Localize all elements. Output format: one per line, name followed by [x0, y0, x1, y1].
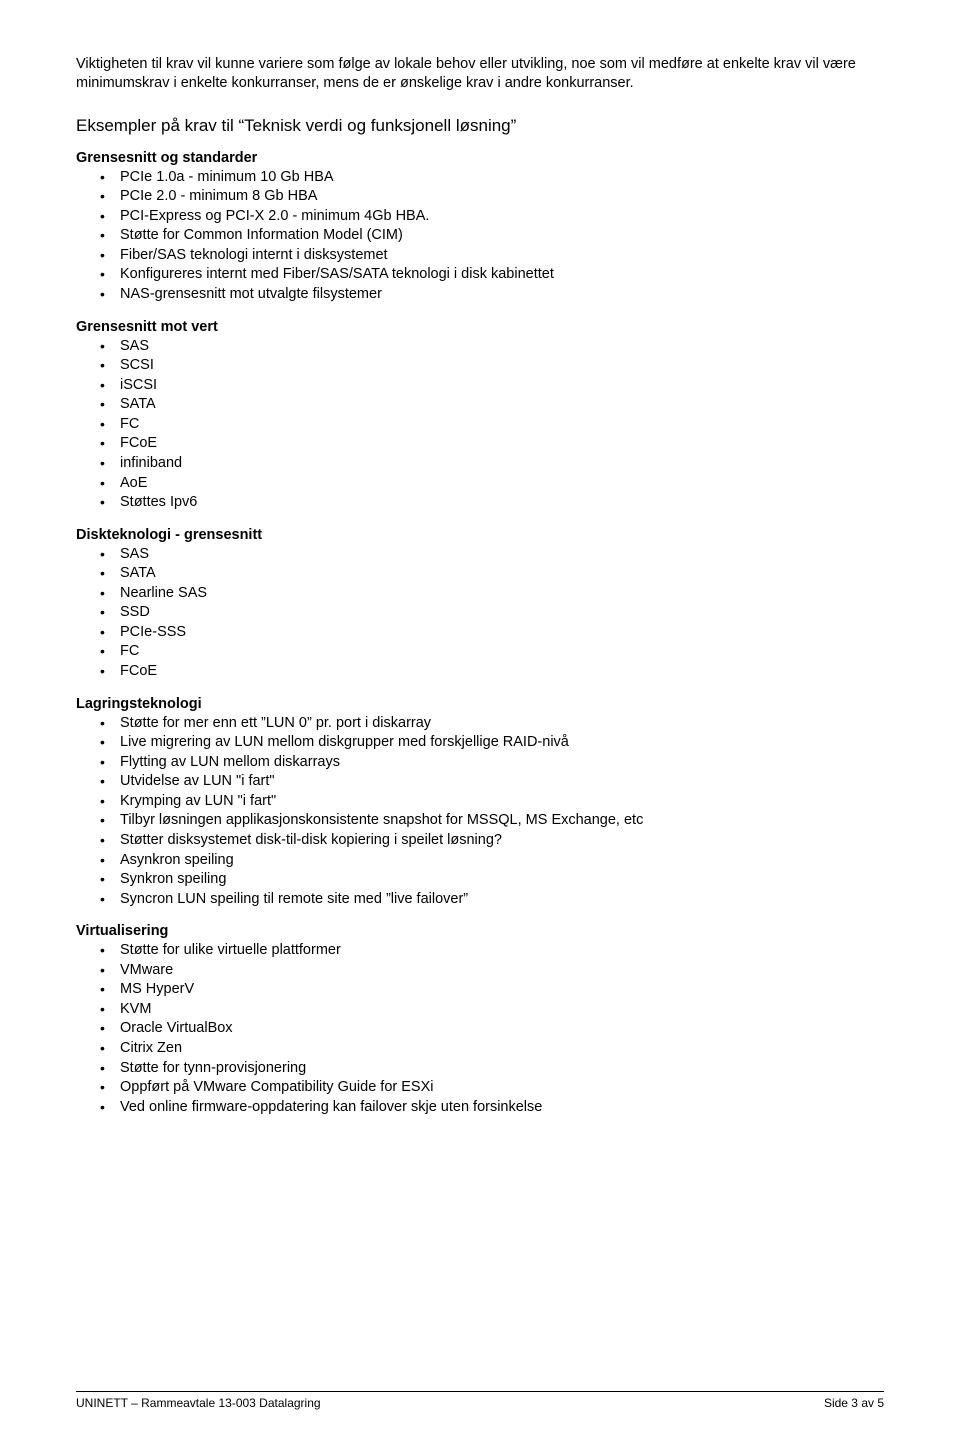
list-item: Støtte for tynn-provisjonering	[120, 1059, 884, 1079]
list-item: PCIe-SSS	[120, 623, 884, 643]
list-item: Flytting av LUN mellom diskarrays	[120, 753, 884, 773]
list-item: SSD	[120, 603, 884, 623]
list-item: Live migrering av LUN mellom diskgrupper…	[120, 733, 884, 753]
list-item: Tilbyr løsningen applikasjonskonsistente…	[120, 811, 884, 831]
list-diskteknologi: SAS SATA Nearline SAS SSD PCIe-SSS FC FC…	[76, 545, 884, 682]
list-item: Støtter disksystemet disk-til-disk kopie…	[120, 831, 884, 851]
list-item: Støtte for mer enn ett ”LUN 0” pr. port …	[120, 714, 884, 734]
list-item: FC	[120, 642, 884, 662]
list-item: Nearline SAS	[120, 584, 884, 604]
list-item: Støtte for ulike virtuelle plattformer	[120, 941, 884, 961]
footer-left: UNINETT – Rammeavtale 13-003 Datalagring	[76, 1396, 321, 1410]
list-virtualisering: Støtte for ulike virtuelle plattformer V…	[76, 941, 884, 1117]
list-item: Fiber/SAS teknologi internt i disksystem…	[120, 246, 884, 266]
list-item: FCoE	[120, 662, 884, 682]
list-item: NAS-grensesnitt mot utvalgte filsystemer	[120, 285, 884, 305]
list-lagringsteknologi: Støtte for mer enn ett ”LUN 0” pr. port …	[76, 714, 884, 910]
list-item: SCSI	[120, 356, 884, 376]
heading-lagringsteknologi: Lagringsteknologi	[76, 696, 884, 712]
footer-right: Side 3 av 5	[824, 1396, 884, 1410]
list-item: Oppført på VMware Compatibility Guide fo…	[120, 1078, 884, 1098]
list-item: Asynkron speiling	[120, 851, 884, 871]
list-grensesnitt-vert: SAS SCSI iSCSI SATA FC FCoE infiniband A…	[76, 337, 884, 513]
list-item: Støtte for Common Information Model (CIM…	[120, 226, 884, 246]
list-item: Citrix Zen	[120, 1039, 884, 1059]
list-item: MS HyperV	[120, 980, 884, 1000]
list-item: SATA	[120, 564, 884, 584]
list-item: PCIe 1.0a - minimum 10 Gb HBA	[120, 168, 884, 188]
heading-diskteknologi: Diskteknologi - grensesnitt	[76, 527, 884, 543]
list-item: FC	[120, 415, 884, 435]
list-item: FCoE	[120, 434, 884, 454]
list-item: PCIe 2.0 - minimum 8 Gb HBA	[120, 187, 884, 207]
heading-virtualisering: Virtualisering	[76, 923, 884, 939]
list-item: PCI-Express og PCI-X 2.0 - minimum 4Gb H…	[120, 207, 884, 227]
section-title: Eksempler på krav til “Teknisk verdi og …	[76, 116, 884, 136]
list-item: Synkron speiling	[120, 870, 884, 890]
list-item: Ved online firmware-oppdatering kan fail…	[120, 1098, 884, 1118]
list-item: Konfigureres internt med Fiber/SAS/SATA …	[120, 265, 884, 285]
list-item: SAS	[120, 545, 884, 565]
list-item: AoE	[120, 474, 884, 494]
intro-paragraph: Viktigheten til krav vil kunne variere s…	[76, 55, 884, 94]
list-item: infiniband	[120, 454, 884, 474]
list-item: Syncron LUN speiling til remote site med…	[120, 890, 884, 910]
list-item: Oracle VirtualBox	[120, 1019, 884, 1039]
page-footer: UNINETT – Rammeavtale 13-003 Datalagring…	[76, 1391, 884, 1410]
list-item: iSCSI	[120, 376, 884, 396]
list-item: SATA	[120, 395, 884, 415]
section-title-prefix: Eksempler på krav til	[76, 116, 239, 135]
list-item: VMware	[120, 961, 884, 981]
heading-grensesnitt-vert: Grensesnitt mot vert	[76, 319, 884, 335]
list-item: Utvidelse av LUN "i fart"	[120, 772, 884, 792]
section-title-quoted: “Teknisk verdi og funksjonell løsning”	[239, 116, 517, 135]
list-item: SAS	[120, 337, 884, 357]
page: Viktigheten til krav vil kunne variere s…	[0, 0, 960, 1436]
list-grensesnitt-standarder: PCIe 1.0a - minimum 10 Gb HBA PCIe 2.0 -…	[76, 168, 884, 305]
list-item: Krymping av LUN "i fart"	[120, 792, 884, 812]
heading-grensesnitt-standarder: Grensesnitt og standarder	[76, 150, 884, 166]
list-item: Støttes Ipv6	[120, 493, 884, 513]
list-item: KVM	[120, 1000, 884, 1020]
